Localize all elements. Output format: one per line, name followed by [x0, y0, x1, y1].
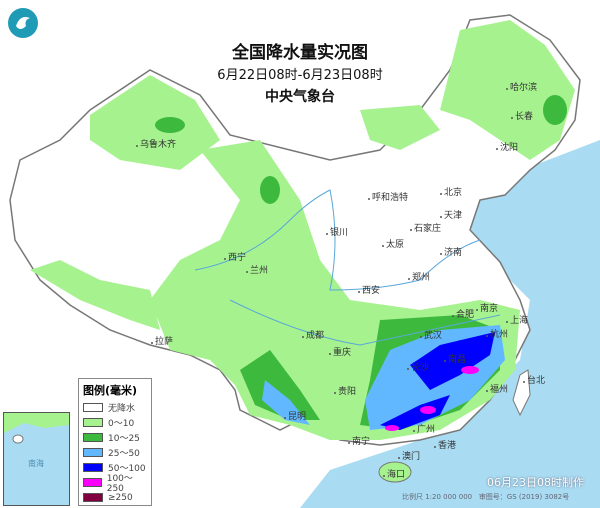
legend-label: 100～250: [106, 474, 133, 494]
city-label: 郑州: [407, 273, 431, 283]
legend-swatch: [83, 418, 103, 427]
city-label: 拉萨: [150, 337, 174, 347]
city-label: 武汉: [419, 331, 443, 341]
city-label: 成都: [301, 331, 325, 341]
map-agency: 中央气象台: [265, 89, 335, 105]
city-label: 香港: [433, 441, 457, 451]
map-number: 审图号：GS (2019) 3082号: [478, 493, 570, 501]
city-label: 石家庄: [409, 224, 442, 234]
legend-swatch: [83, 463, 103, 472]
city-label: 沈阳: [495, 143, 519, 153]
map-title: 全国降水量实况图: [232, 43, 368, 63]
city-label: 济南: [439, 248, 463, 258]
scale-label: 比例尺 1:20 000 000: [402, 493, 473, 501]
city-label: 贵阳: [333, 387, 357, 397]
rain-50-100: [380, 332, 495, 430]
city-label: 南昌: [443, 355, 467, 365]
legend-item: 无降水: [83, 400, 147, 415]
city-label: 天津: [439, 211, 463, 221]
legend-item: 100～250: [83, 474, 147, 494]
city-label: 上海: [505, 316, 529, 326]
legend-title: 图例(毫米): [83, 384, 138, 397]
scale-info: 比例尺 1:20 000 000 审图号：GS (2019) 3082号: [402, 492, 569, 502]
city-label: 西安: [357, 286, 381, 296]
legend-item: 10～25: [83, 430, 147, 445]
city-label: 西宁: [223, 253, 247, 263]
city-label: 长春: [510, 112, 534, 122]
city-label: 杭州: [485, 330, 509, 340]
cma-logo-icon: [8, 8, 38, 38]
map-period: 6月22日08时-6月23日08时: [217, 68, 383, 83]
legend-item: 50～100: [83, 460, 147, 475]
inset-label: 南海: [28, 459, 44, 468]
legend-swatch: [83, 448, 103, 457]
legend-label: 0～10: [108, 419, 135, 429]
legend-item: 25～50: [83, 445, 147, 460]
city-label: 长沙: [406, 363, 430, 373]
city-label: 哈尔滨: [505, 83, 538, 93]
legend-label: ≥250: [108, 492, 133, 503]
legend-item: ≥250: [83, 490, 147, 505]
city-label: 银川: [325, 228, 349, 238]
legend-label: 50～100: [108, 464, 146, 474]
legend-item: 0～10: [83, 415, 147, 430]
city-label: 海口: [382, 470, 406, 480]
rain-100-250: [385, 366, 479, 431]
city-label: 合肥: [451, 310, 475, 320]
made-time: 06月23日08时制作: [487, 476, 584, 489]
legend-swatch: [83, 433, 103, 442]
city-label: 北京: [439, 188, 463, 198]
city-label: 兰州: [245, 266, 269, 276]
city-label: 南京: [475, 304, 499, 314]
city-label: 广州: [412, 425, 436, 435]
legend-swatch: [83, 478, 102, 487]
city-label: 澳门: [397, 452, 421, 462]
legend-label: 25～50: [108, 449, 140, 459]
legend-swatch: [83, 493, 103, 502]
city-label: 昆明: [283, 412, 307, 422]
south-china-sea-inset: 南海: [3, 412, 70, 506]
legend-swatch: [83, 403, 103, 412]
city-label: 南宁: [347, 437, 371, 447]
city-label: 呼和浩特: [367, 193, 409, 203]
legend-label: 10～25: [108, 434, 140, 444]
city-label: 福州: [485, 385, 509, 395]
legend-label: 无降水: [108, 404, 136, 414]
city-label: 乌鲁木齐: [135, 140, 177, 150]
city-label: 重庆: [328, 348, 352, 358]
legend: 图例(毫米) 无降水 0～10 10～25 25～50 50～100 100～250 ≥25…: [78, 378, 152, 506]
city-label: 太原: [381, 240, 405, 250]
city-label: 台北: [522, 376, 546, 386]
